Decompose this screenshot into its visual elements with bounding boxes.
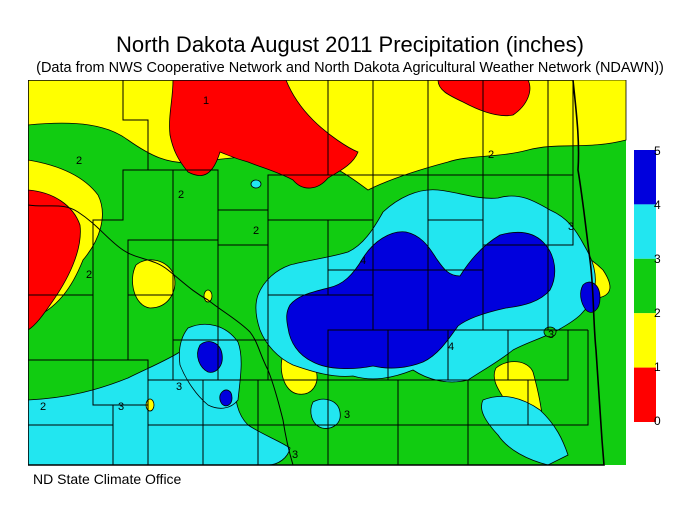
contour-label: 2 [40, 401, 46, 413]
precipitation-map: 2 2 2 2 2 3 3 3 3 3 4 4 1 2 3 [28, 80, 627, 466]
contour-label: 3 [176, 381, 182, 393]
contour-label: 2 [178, 189, 184, 201]
contour-labels: 2 2 2 2 2 3 3 3 3 3 4 4 1 2 3 [40, 95, 574, 461]
legend-tick-label: 5 [654, 144, 661, 158]
contour-label: 2 [76, 155, 82, 167]
contour-label: 4 [360, 255, 366, 267]
zone-0-1-northeast [437, 80, 531, 117]
zone-3-4-north-dot [250, 179, 262, 189]
contour-label: 3 [118, 401, 124, 413]
zone-0-1-north-center [169, 80, 359, 189]
contour-label: 2 [253, 225, 259, 237]
zone-4-5-south-dot [219, 389, 233, 407]
legend-tick-label: 1 [654, 360, 661, 374]
contour-label: 3 [344, 409, 350, 421]
legend-bin-3-4 [634, 204, 656, 259]
legend-bin-0-1 [634, 367, 656, 422]
map-title: North Dakota August 2011 Precipitation (… [116, 32, 584, 57]
legend-tick-label: 2 [654, 306, 661, 320]
legend-tick-label: 0 [654, 414, 661, 428]
color-legend [634, 150, 656, 427]
legend-bin-4-5 [634, 150, 656, 205]
missouri-river [28, 204, 294, 466]
contour-label: 1 [203, 95, 209, 107]
contour-label: 3 [568, 221, 574, 233]
contour-label: 4 [448, 341, 454, 353]
legend-tick-label: 4 [654, 198, 661, 212]
legend-bin-1-2 [634, 313, 656, 368]
zone-4-5-east-dot [580, 281, 601, 313]
zone-4-5-west-blob [197, 341, 223, 373]
contour-label: 3 [292, 449, 298, 461]
contour-label: 2 [86, 269, 92, 281]
contour-label: 3 [548, 329, 554, 341]
legend-color-bar [634, 150, 656, 422]
zone-3-4-south-bubble [310, 398, 341, 429]
map-subtitle: (Data from NWS Cooperative Network and N… [36, 60, 664, 76]
zone-1-2-center-west [132, 259, 176, 309]
county-boundaries [28, 80, 589, 465]
zone-4-5-central [286, 231, 556, 370]
state-outline [28, 80, 605, 466]
legend-bin-2-3 [634, 258, 656, 314]
legend-tick-label: 3 [654, 252, 661, 266]
credit-text: ND State Climate Office [33, 471, 182, 487]
contour-label: 2 [488, 149, 494, 161]
